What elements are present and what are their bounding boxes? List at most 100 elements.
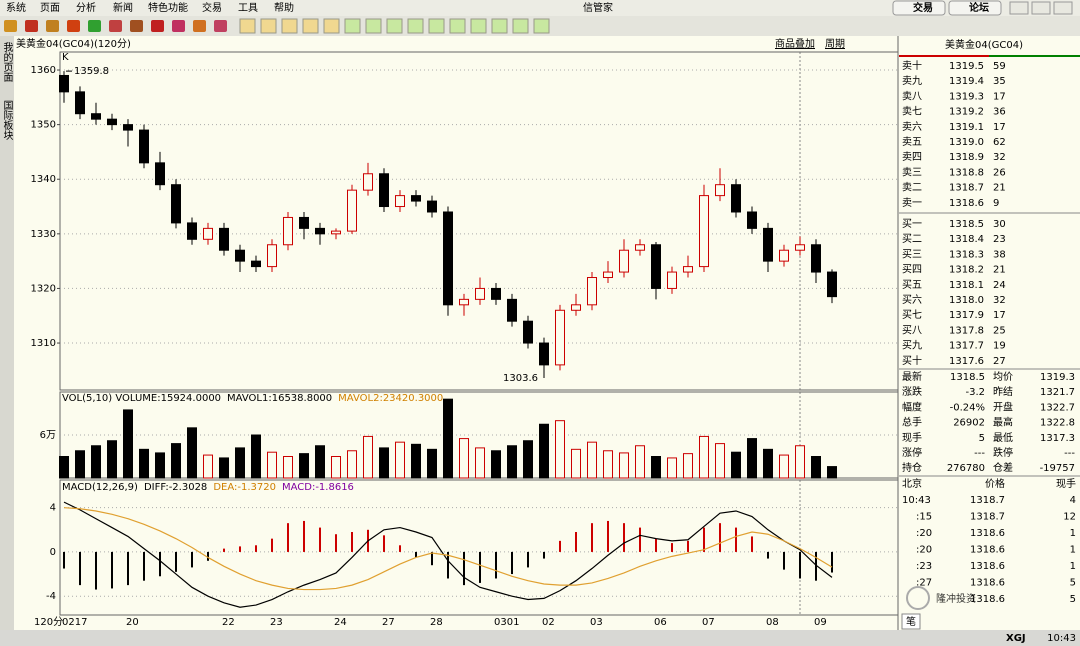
tab-label[interactable]: 笔 bbox=[906, 615, 916, 628]
y-tick-label: -4 bbox=[46, 591, 56, 602]
menu-item[interactable]: 页面 bbox=[40, 2, 60, 14]
volume-bar bbox=[363, 435, 373, 479]
tool-button[interactable] bbox=[512, 18, 529, 34]
book-price: 1318.7 bbox=[949, 183, 984, 194]
candle-body bbox=[411, 195, 421, 202]
tool-icon[interactable] bbox=[25, 20, 38, 32]
volume-bar bbox=[619, 452, 629, 479]
tool-icon[interactable] bbox=[193, 20, 206, 32]
ticks-header: 北京 bbox=[902, 477, 922, 490]
tool-icon[interactable] bbox=[4, 20, 17, 32]
book-label: 卖三 bbox=[902, 166, 922, 178]
volume-bar bbox=[123, 409, 133, 479]
tool-icon[interactable] bbox=[172, 20, 185, 32]
volume-bar bbox=[747, 438, 757, 479]
candle-body bbox=[475, 287, 485, 300]
button[interactable] bbox=[892, 0, 946, 16]
tool-button[interactable] bbox=[260, 18, 277, 34]
tool-button[interactable] bbox=[323, 18, 340, 34]
menu-item[interactable]: 新闻 bbox=[113, 1, 133, 14]
menu-item[interactable]: 工具 bbox=[238, 2, 258, 14]
menu-item[interactable]: 交易 bbox=[202, 1, 222, 14]
volume-bar bbox=[347, 450, 357, 479]
book-label: 买七 bbox=[902, 309, 922, 321]
window-control[interactable] bbox=[1009, 1, 1029, 15]
book-price: 1318.9 bbox=[949, 152, 984, 163]
book-price: 1317.6 bbox=[949, 356, 984, 367]
tool-button[interactable] bbox=[533, 18, 550, 34]
tool-button[interactable] bbox=[239, 18, 256, 34]
tool-button[interactable] bbox=[491, 18, 508, 34]
tool-icon[interactable] bbox=[151, 20, 164, 32]
tick-time: :20 bbox=[916, 545, 932, 556]
volume-bar bbox=[491, 450, 501, 479]
tool-button[interactable] bbox=[386, 18, 403, 34]
button-label[interactable]: 论坛 bbox=[969, 1, 989, 14]
chart-link[interactable]: 周期 bbox=[825, 38, 845, 50]
candle-body bbox=[731, 184, 741, 213]
tool-button[interactable] bbox=[407, 18, 424, 34]
tool-button[interactable] bbox=[281, 18, 298, 34]
book-qty: 62 bbox=[993, 137, 1006, 148]
candle-body bbox=[91, 113, 101, 120]
legend-entry: MACD:-1.8616 bbox=[282, 482, 354, 493]
button-label[interactable]: 交易 bbox=[913, 1, 933, 14]
tick-price: 1318.7 bbox=[970, 495, 1005, 506]
tool-icon[interactable] bbox=[214, 20, 227, 32]
candle-body bbox=[267, 244, 277, 268]
volume-bar bbox=[139, 448, 149, 479]
x-tick-label: 08 bbox=[766, 617, 779, 628]
tool-button[interactable] bbox=[302, 18, 319, 34]
volume-bar bbox=[715, 443, 725, 479]
tab[interactable] bbox=[901, 613, 921, 630]
tool-icon[interactable] bbox=[46, 20, 59, 32]
tool-icon[interactable] bbox=[109, 20, 122, 32]
volume-bar bbox=[555, 420, 565, 479]
book-qty: 32 bbox=[993, 295, 1006, 306]
tool-button[interactable] bbox=[428, 18, 445, 34]
menu-item[interactable]: 分析 bbox=[76, 1, 96, 14]
book-qty: 25 bbox=[993, 325, 1006, 336]
book-label: 卖五 bbox=[902, 136, 922, 148]
watermark-icon bbox=[906, 586, 930, 610]
quote-value: 1321.7 bbox=[1040, 387, 1075, 398]
tool-icon[interactable] bbox=[130, 20, 143, 32]
book-label: 卖八 bbox=[902, 90, 922, 102]
side-tab[interactable]: 国际板块 bbox=[1, 100, 13, 141]
quote-label: 涨跌 bbox=[902, 385, 922, 398]
tool-icon[interactable] bbox=[88, 20, 101, 32]
x-tick-label: 09 bbox=[814, 617, 827, 628]
book-qty: 27 bbox=[993, 356, 1006, 367]
volume-bar bbox=[699, 435, 709, 479]
book-price: 1318.1 bbox=[949, 280, 984, 291]
tool-icon[interactable] bbox=[67, 20, 80, 32]
volume-bar bbox=[331, 456, 341, 479]
menu-item[interactable]: 帮助 bbox=[274, 1, 294, 14]
window-control[interactable] bbox=[1053, 1, 1073, 15]
tool-button[interactable] bbox=[449, 18, 466, 34]
chart-title: 美黄金04(GC04)(120分) bbox=[16, 37, 131, 50]
quote-value: 1319.3 bbox=[1040, 372, 1075, 383]
side-tab[interactable]: 我的页面 bbox=[1, 42, 13, 83]
book-qty: 38 bbox=[993, 249, 1006, 260]
tool-button[interactable] bbox=[470, 18, 487, 34]
tool-button[interactable] bbox=[344, 18, 361, 34]
tool-button[interactable] bbox=[365, 18, 382, 34]
candle-body bbox=[523, 320, 533, 344]
status-brand: XGJ bbox=[1006, 633, 1026, 644]
candle-body bbox=[187, 222, 197, 240]
volume-bar bbox=[811, 456, 821, 479]
menu-item[interactable]: 特色功能 bbox=[148, 1, 188, 14]
volume-bar bbox=[299, 453, 309, 479]
menu-item[interactable]: 系统 bbox=[6, 1, 26, 14]
status-time: 10:43 bbox=[1047, 633, 1076, 644]
ticks-header: 现手 bbox=[1056, 477, 1076, 490]
legend-entry: MACD(12,26,9) bbox=[62, 482, 138, 493]
quote-label: 开盘 bbox=[993, 400, 1013, 413]
button[interactable] bbox=[948, 0, 1002, 16]
window-control[interactable] bbox=[1031, 1, 1051, 15]
chart-link[interactable]: 商品叠加 bbox=[775, 37, 815, 50]
volume-bar bbox=[171, 443, 181, 479]
candle-body bbox=[491, 287, 501, 300]
